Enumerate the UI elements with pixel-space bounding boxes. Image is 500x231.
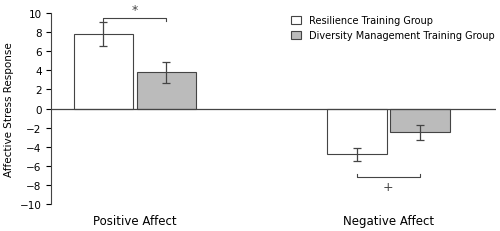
Y-axis label: Affective Stress Response: Affective Stress Response: [4, 42, 14, 176]
Legend: Resilience Training Group, Diversity Management Training Group: Resilience Training Group, Diversity Man…: [290, 15, 496, 42]
Text: *: *: [132, 4, 138, 17]
Text: +: +: [383, 180, 394, 193]
Bar: [328, 109, 386, 155]
Bar: [390, 109, 450, 133]
Bar: [74, 35, 133, 109]
Bar: [136, 73, 196, 109]
